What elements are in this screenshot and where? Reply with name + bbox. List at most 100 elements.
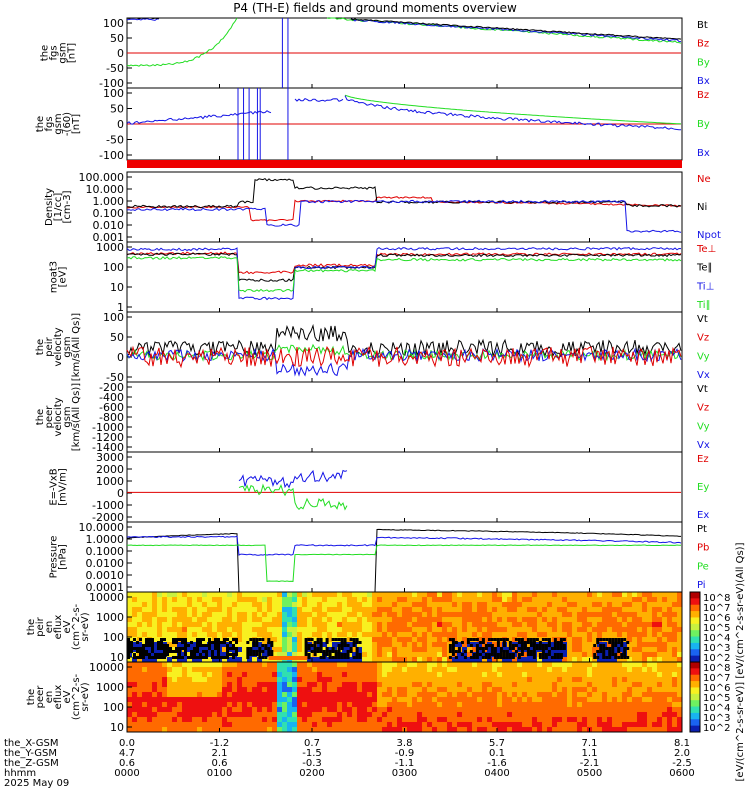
spectrogram-cell (497, 697, 502, 702)
spectrogram-cell (292, 642, 297, 647)
spectrogram-cell (407, 627, 412, 632)
spectrogram-cell (242, 707, 247, 712)
spectrogram-cell (342, 597, 347, 602)
spectrogram-cell (462, 602, 467, 607)
spectrogram-cell (427, 597, 432, 602)
spectrogram-gap-cell (508, 644, 512, 647)
spectrogram-cell (227, 727, 232, 732)
spectrogram-cell (252, 682, 257, 687)
spectrogram-cell (182, 707, 187, 712)
y-axis-label-line: eflux (53, 685, 64, 710)
spectrogram-cell (152, 627, 157, 632)
spectrogram-cell (227, 677, 232, 682)
spectrogram-cell (577, 727, 582, 732)
spectrogram-cell (362, 592, 367, 597)
spectrogram-cell (417, 647, 422, 652)
spectrogram-cell (277, 602, 282, 607)
legend-entry: Vt (697, 314, 708, 325)
spectrogram-gap-cell (605, 647, 609, 650)
y-axis-label-line: [mV/m] (58, 468, 69, 506)
spectrogram-gap-cell (599, 647, 603, 650)
spectrogram-cell (392, 727, 397, 732)
spectrogram-cell (402, 642, 407, 647)
spectrogram-cell (127, 702, 132, 707)
spectrogram-cell (602, 607, 607, 612)
spectrogram-gap-cell (346, 653, 350, 656)
spectrogram-cell (147, 622, 152, 627)
spectrogram-cell (487, 692, 492, 697)
spectrogram-cell (252, 607, 257, 612)
spectrogram-cell (382, 682, 387, 687)
spectrogram-cell (177, 707, 182, 712)
spectrogram-cell (312, 687, 317, 692)
spectrogram-gap-cell (532, 641, 536, 644)
spectrogram-cell (357, 597, 362, 602)
spectrogram-cell (132, 632, 137, 637)
spectrogram-cell (547, 687, 552, 692)
spectrogram-cell (537, 707, 542, 712)
spectrogram-cell (457, 722, 462, 727)
spectrogram-gap-cell (178, 653, 181, 656)
spectrogram-gap-cell (226, 647, 229, 650)
spectrogram-gap-cell (532, 656, 536, 659)
spectrogram-cell (127, 707, 132, 712)
spectrogram-cell (237, 727, 242, 732)
legend-entry: Ey (697, 482, 709, 493)
legend-entry: Ti⊥ (696, 281, 714, 292)
spectrogram-cell (192, 707, 197, 712)
spectrogram-cell (257, 692, 262, 697)
spectrogram-cell (642, 662, 647, 667)
spectrogram-cell (252, 727, 257, 732)
spectrogram-cell (132, 662, 137, 667)
spectrogram-cell (247, 682, 252, 687)
spectrogram-cell (207, 692, 212, 697)
spectrogram-cell (202, 652, 207, 657)
spectrogram-cell (237, 682, 242, 687)
spectrogram-cell (352, 667, 357, 672)
spectrogram-cell (227, 687, 232, 692)
spectrogram-cell (307, 667, 312, 672)
spectrogram-cell (407, 632, 412, 637)
spectrogram-cell (127, 697, 132, 702)
x-axis-row-label: the_Y-GSM (4, 748, 57, 759)
spectrogram-cell (392, 667, 397, 672)
spectrogram-gap-cell (223, 638, 226, 641)
spectrogram-cell (142, 687, 147, 692)
spectrogram-cell (642, 677, 647, 682)
spectrogram-cell (432, 657, 437, 662)
spectrogram-cell (147, 607, 152, 612)
spectrogram-cell (262, 592, 267, 597)
spectrogram-cell (612, 607, 617, 612)
spectrogram-cell (452, 682, 457, 687)
spectrogram-cell (537, 657, 542, 662)
spectrogram-gap-cell (217, 650, 220, 653)
spectrogram-cell (262, 677, 267, 682)
spectrogram-cell (217, 597, 222, 602)
spectrogram-cell (337, 712, 342, 717)
spectrogram-gap-cell (328, 656, 332, 659)
spectrogram-cell (482, 692, 487, 697)
spectrogram-cell (487, 717, 492, 722)
spectrogram-cell (187, 607, 192, 612)
spectrogram-gap-cell (451, 644, 455, 647)
spectrogram-cell (267, 672, 272, 677)
spectrogram-gap-cell (319, 644, 323, 647)
spectrogram-cell (367, 632, 372, 637)
colorbar-frame (689, 661, 701, 733)
spectrogram-gap-cell (559, 653, 563, 656)
spectrogram-cell (512, 687, 517, 692)
spectrogram-gap-cell (154, 653, 157, 656)
spectrogram-cell (332, 712, 337, 717)
spectrogram-cell (662, 617, 667, 622)
spectrogram-cell (237, 632, 242, 637)
spectrogram-cell (582, 647, 587, 652)
spectrogram-cell (292, 627, 297, 632)
spectrogram-gap-cell (529, 653, 533, 656)
spectrogram-cell (207, 627, 212, 632)
spectrogram-cell (617, 672, 622, 677)
spectrogram-cell (392, 637, 397, 642)
spectrogram-cell (387, 622, 392, 627)
spectrogram-cell (672, 697, 677, 702)
spectrogram-cell (527, 712, 532, 717)
spectrogram-cell (362, 632, 367, 637)
